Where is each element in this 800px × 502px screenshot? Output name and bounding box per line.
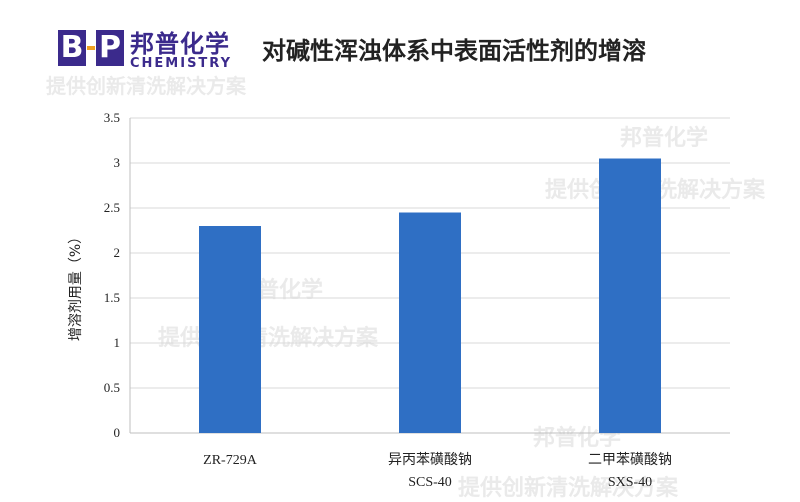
page-title: 对碱性浑浊体系中表面活性剂的增溶 bbox=[262, 37, 646, 65]
logo-text-en: CHEMISTRY bbox=[130, 56, 233, 71]
x-category-label: 异丙苯磺酸钠 bbox=[388, 451, 472, 468]
bar bbox=[199, 226, 261, 433]
y-tick-label: 1.5 bbox=[104, 290, 120, 305]
y-tick-label: 3 bbox=[114, 155, 121, 170]
x-category-label: SCS-40 bbox=[408, 475, 452, 490]
x-category-label: ZR-729A bbox=[203, 453, 258, 468]
y-tick-label: 0 bbox=[114, 425, 121, 440]
logo-letter-b: B bbox=[58, 30, 86, 66]
y-tick-label: 3.5 bbox=[104, 110, 120, 125]
x-category-label: 二甲苯磺酸钠 bbox=[588, 451, 672, 468]
logo-dot bbox=[87, 46, 95, 50]
y-tick-label: 2.5 bbox=[104, 200, 120, 215]
logo-letter-p: P bbox=[96, 30, 124, 66]
y-axis-title: 增溶剂用量（%） bbox=[68, 230, 84, 341]
bar bbox=[599, 158, 661, 433]
y-tick-label: 0.5 bbox=[104, 380, 120, 395]
y-tick-label: 2 bbox=[114, 245, 121, 260]
y-tick-labels: 0 0.5 1 1.5 2 2.5 3 3.5 bbox=[104, 110, 120, 440]
logo-text-cn: 邦普化学 bbox=[130, 30, 230, 58]
bars bbox=[199, 158, 661, 433]
x-category-label: SXS-40 bbox=[608, 475, 652, 490]
y-tick-label: 1 bbox=[114, 335, 121, 350]
bar bbox=[399, 212, 461, 433]
brand-logo: B P 邦普化学 CHEMISTRY bbox=[58, 22, 248, 76]
header: B P 邦普化学 CHEMISTRY 对碱性浑浊体系中表面活性剂的增溶 bbox=[0, 0, 800, 80]
x-category-labels: ZR-729A 异丙苯磺酸钠 SCS-40 二甲苯磺酸钠 SXS-40 bbox=[203, 451, 672, 490]
